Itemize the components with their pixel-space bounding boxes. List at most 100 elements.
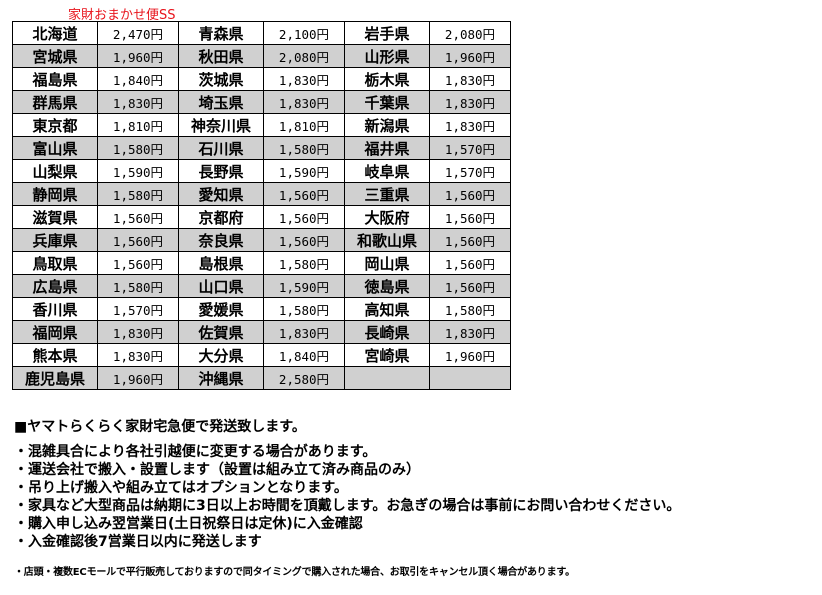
table-row: 広島県 1,580円 山口県 1,590円 徳島県 1,560円 [12, 274, 511, 298]
shipping-notes: ■ヤマトらくらく家財宅急便で発送致します。 ・混雑具合により各社引越便に変更する… [14, 416, 680, 578]
table-row: 鹿児島県 1,960円 沖縄県 2,580円 [12, 366, 511, 390]
price-cell: 1,560円 [97, 205, 179, 229]
price-cell: 1,560円 [263, 205, 345, 229]
prefecture-cell: 長野県 [178, 159, 264, 183]
note-item: ・運送会社で搬入・設置します（設置は組み立て済み商品のみ） [14, 462, 420, 478]
prefecture-cell: 山形県 [344, 44, 430, 68]
prefecture-cell: 大阪府 [344, 205, 430, 229]
prefecture-cell: 岐阜県 [344, 159, 430, 183]
price-cell: 1,580円 [263, 136, 345, 160]
prefecture-cell: 宮崎県 [344, 343, 430, 367]
price-cell: 1,960円 [429, 343, 511, 367]
price-cell: 1,570円 [429, 159, 511, 183]
price-cell: 1,580円 [97, 274, 179, 298]
price-cell: 1,560円 [429, 228, 511, 252]
note-item: ・購入申し込み翌営業日(土日祝祭日は定休)に入金確認 [14, 516, 363, 532]
price-cell: 1,580円 [263, 251, 345, 275]
price-cell [429, 366, 511, 390]
table-row: 滋賀県 1,560円 京都府 1,560円 大阪府 1,560円 [12, 205, 511, 229]
price-cell: 2,100円 [263, 21, 345, 45]
prefecture-cell: 佐賀県 [178, 320, 264, 344]
shipping-rate-table: 北海道 2,470円 青森県 2,100円 岩手県 2,080円 宮城県 1,960円 秋田県 2… [12, 21, 511, 390]
price-cell: 1,560円 [97, 228, 179, 252]
table-row: 福島県 1,840円 茨城県 1,830円 栃木県 1,830円 [12, 67, 511, 91]
prefecture-cell [344, 366, 430, 390]
prefecture-cell: 山梨県 [12, 159, 98, 183]
prefecture-cell: 鹿児島県 [12, 366, 98, 390]
prefecture-cell: 群馬県 [12, 90, 98, 114]
table-row: 富山県 1,580円 石川県 1,580円 福井県 1,570円 [12, 136, 511, 160]
table-row: 熊本県 1,830円 大分県 1,840円 宮崎県 1,960円 [12, 343, 511, 367]
price-cell: 1,570円 [97, 297, 179, 321]
price-cell: 1,960円 [429, 44, 511, 68]
price-cell: 1,560円 [97, 251, 179, 275]
prefecture-cell: 熊本県 [12, 343, 98, 367]
prefecture-cell: 長崎県 [344, 320, 430, 344]
prefecture-cell: 高知県 [344, 297, 430, 321]
price-cell: 1,830円 [263, 320, 345, 344]
price-cell: 1,560円 [263, 182, 345, 206]
prefecture-cell: 福島県 [12, 67, 98, 91]
price-cell: 1,830円 [97, 320, 179, 344]
table-row: 福岡県 1,830円 佐賀県 1,830円 長崎県 1,830円 [12, 320, 511, 344]
prefecture-cell: 福井県 [344, 136, 430, 160]
price-cell: 1,830円 [263, 90, 345, 114]
note-item: ・吊り上げ搬入や組み立てはオプションとなります。 [14, 480, 348, 496]
note-item: ・入金確認後7営業日以内に発送します [14, 534, 262, 550]
price-cell: 1,830円 [97, 343, 179, 367]
prefecture-cell: 沖縄県 [178, 366, 264, 390]
prefecture-cell: 岡山県 [344, 251, 430, 275]
price-cell: 1,830円 [263, 67, 345, 91]
price-cell: 2,080円 [429, 21, 511, 45]
prefecture-cell: 広島県 [12, 274, 98, 298]
prefecture-cell: 東京都 [12, 113, 98, 137]
price-cell: 1,830円 [429, 67, 511, 91]
price-cell: 1,840円 [263, 343, 345, 367]
prefecture-cell: 愛知県 [178, 182, 264, 206]
prefecture-cell: 徳島県 [344, 274, 430, 298]
prefecture-cell: 岩手県 [344, 21, 430, 45]
note-item: ・家具など大型商品は納期に3日以上お時間を頂戴します。お急ぎの場合は事前にお問い… [14, 498, 681, 514]
prefecture-cell: 福岡県 [12, 320, 98, 344]
table-row: 山梨県 1,590円 長野県 1,590円 岐阜県 1,570円 [12, 159, 511, 183]
price-cell: 1,960円 [97, 366, 179, 390]
price-cell: 1,580円 [429, 297, 511, 321]
prefecture-cell: 愛媛県 [178, 297, 264, 321]
price-cell: 1,590円 [97, 159, 179, 183]
footnote: ・店頭・複数ECモールで平行販売しておりますので同タイミングで購入された場合、お… [14, 567, 575, 578]
price-cell: 1,840円 [97, 67, 179, 91]
prefecture-cell: 富山県 [12, 136, 98, 160]
price-cell: 2,470円 [97, 21, 179, 45]
table-row: 北海道 2,470円 青森県 2,100円 岩手県 2,080円 [12, 21, 511, 45]
notes-heading: ■ヤマトらくらく家財宅急便で発送致します。 [14, 419, 306, 435]
table-row: 鳥取県 1,560円 島根県 1,580円 岡山県 1,560円 [12, 251, 511, 275]
prefecture-cell: 静岡県 [12, 182, 98, 206]
price-cell: 1,560円 [429, 251, 511, 275]
prefecture-cell: 京都府 [178, 205, 264, 229]
prefecture-cell: 鳥取県 [12, 251, 98, 275]
table-row: 宮城県 1,960円 秋田県 2,080円 山形県 1,960円 [12, 44, 511, 68]
price-cell: 1,830円 [429, 320, 511, 344]
table-row: 兵庫県 1,560円 奈良県 1,560円 和歌山県 1,560円 [12, 228, 511, 252]
prefecture-cell: 大分県 [178, 343, 264, 367]
prefecture-cell: 兵庫県 [12, 228, 98, 252]
prefecture-cell: 秋田県 [178, 44, 264, 68]
price-cell: 1,580円 [97, 182, 179, 206]
prefecture-cell: 神奈川県 [178, 113, 264, 137]
price-cell: 1,810円 [263, 113, 345, 137]
price-cell: 1,590円 [263, 274, 345, 298]
price-cell: 1,830円 [97, 90, 179, 114]
price-cell: 1,830円 [429, 90, 511, 114]
prefecture-cell: 和歌山県 [344, 228, 430, 252]
prefecture-cell: 石川県 [178, 136, 264, 160]
price-cell: 1,810円 [97, 113, 179, 137]
table-row: 群馬県 1,830円 埼玉県 1,830円 千葉県 1,830円 [12, 90, 511, 114]
bullet-list: ・混雑具合により各社引越便に変更する場合があります。 ・運送会社で搬入・設置しま… [14, 443, 680, 551]
table-row: 静岡県 1,580円 愛知県 1,560円 三重県 1,560円 [12, 182, 511, 206]
price-cell: 1,560円 [429, 182, 511, 206]
price-cell: 1,580円 [263, 297, 345, 321]
price-cell: 2,080円 [263, 44, 345, 68]
prefecture-cell: 青森県 [178, 21, 264, 45]
price-cell: 2,580円 [263, 366, 345, 390]
prefecture-cell: 埼玉県 [178, 90, 264, 114]
